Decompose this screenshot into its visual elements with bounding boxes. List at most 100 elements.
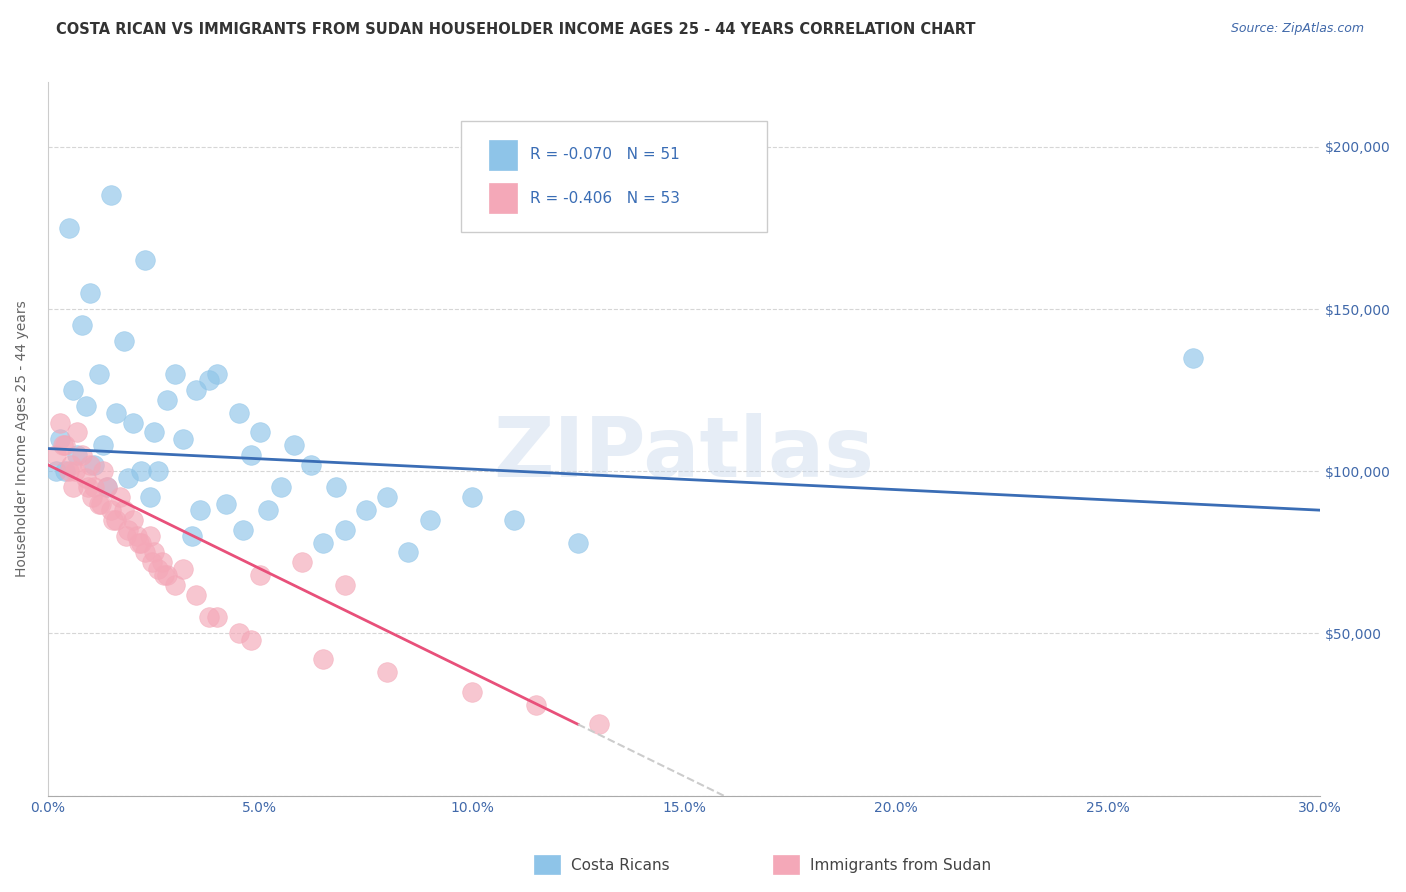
Point xyxy=(77,480,100,494)
Point xyxy=(66,425,89,440)
Point xyxy=(181,529,204,543)
Point xyxy=(45,464,67,478)
Point xyxy=(150,555,173,569)
Point xyxy=(87,497,110,511)
Point xyxy=(354,503,377,517)
Point xyxy=(58,220,80,235)
Text: COSTA RICAN VS IMMIGRANTS FROM SUDAN HOUSEHOLDER INCOME AGES 25 - 44 YEARS CORRE: COSTA RICAN VS IMMIGRANTS FROM SUDAN HOU… xyxy=(56,22,976,37)
Text: Costa Ricans: Costa Ricans xyxy=(571,858,669,872)
Point xyxy=(461,685,484,699)
Point xyxy=(91,464,114,478)
Text: ZIPatlas: ZIPatlas xyxy=(494,413,875,493)
Point xyxy=(70,448,93,462)
Point xyxy=(240,448,263,462)
Point xyxy=(117,523,139,537)
Point xyxy=(173,561,195,575)
Point xyxy=(125,529,148,543)
Point xyxy=(249,425,271,440)
Point xyxy=(503,513,526,527)
Point xyxy=(65,464,87,478)
Point xyxy=(1182,351,1205,365)
Point xyxy=(232,523,254,537)
Point xyxy=(228,626,250,640)
Point xyxy=(163,367,186,381)
Point xyxy=(134,253,156,268)
Point xyxy=(163,578,186,592)
Point xyxy=(49,432,72,446)
Point xyxy=(375,490,398,504)
Point xyxy=(53,464,76,478)
Point xyxy=(108,490,131,504)
Point xyxy=(90,497,112,511)
Point xyxy=(52,438,75,452)
Point xyxy=(75,400,97,414)
Point xyxy=(134,545,156,559)
Point xyxy=(91,438,114,452)
Point xyxy=(79,458,101,472)
Point xyxy=(375,665,398,680)
Point xyxy=(141,555,163,569)
Point xyxy=(49,416,72,430)
Point xyxy=(146,464,169,478)
Point xyxy=(333,578,356,592)
Point xyxy=(96,480,118,494)
Point xyxy=(312,652,335,666)
Point xyxy=(115,529,138,543)
Point xyxy=(70,318,93,333)
Point xyxy=(155,392,177,407)
Text: R = -0.070   N = 51: R = -0.070 N = 51 xyxy=(530,147,679,162)
Point xyxy=(104,406,127,420)
Point xyxy=(153,568,176,582)
Point xyxy=(228,406,250,420)
Point xyxy=(396,545,419,559)
Point xyxy=(129,535,152,549)
Text: Source: ZipAtlas.com: Source: ZipAtlas.com xyxy=(1230,22,1364,36)
Point xyxy=(112,334,135,349)
Point xyxy=(112,503,135,517)
Point xyxy=(117,471,139,485)
Point xyxy=(121,513,143,527)
Point xyxy=(299,458,322,472)
Point xyxy=(198,610,221,624)
Point xyxy=(249,568,271,582)
Point xyxy=(270,480,292,494)
Point xyxy=(58,464,80,478)
Point xyxy=(83,458,105,472)
Point xyxy=(142,545,165,559)
Point xyxy=(567,535,589,549)
Point xyxy=(207,610,229,624)
Point xyxy=(60,458,83,472)
Point xyxy=(82,490,104,504)
Point xyxy=(45,448,67,462)
Point xyxy=(155,568,177,582)
Point xyxy=(291,555,314,569)
Point xyxy=(62,480,84,494)
Point xyxy=(83,480,105,494)
Point xyxy=(138,529,160,543)
Text: Immigrants from Sudan: Immigrants from Sudan xyxy=(810,858,991,872)
Point xyxy=(128,535,150,549)
Point xyxy=(588,717,610,731)
Point xyxy=(146,561,169,575)
Point xyxy=(325,480,347,494)
FancyBboxPatch shape xyxy=(461,121,766,232)
FancyBboxPatch shape xyxy=(489,183,517,213)
Point xyxy=(87,367,110,381)
Point xyxy=(138,490,160,504)
Point xyxy=(186,383,208,397)
Point xyxy=(142,425,165,440)
FancyBboxPatch shape xyxy=(489,140,517,169)
Point xyxy=(240,632,263,647)
Point xyxy=(418,513,440,527)
Y-axis label: Householder Income Ages 25 - 44 years: Householder Income Ages 25 - 44 years xyxy=(15,301,30,577)
Point xyxy=(121,416,143,430)
Point xyxy=(283,438,305,452)
Point xyxy=(75,471,97,485)
Point xyxy=(62,383,84,397)
Point xyxy=(524,698,547,712)
Point xyxy=(312,535,335,549)
Point xyxy=(100,503,122,517)
Point xyxy=(129,464,152,478)
Point xyxy=(215,497,238,511)
Point xyxy=(173,432,195,446)
